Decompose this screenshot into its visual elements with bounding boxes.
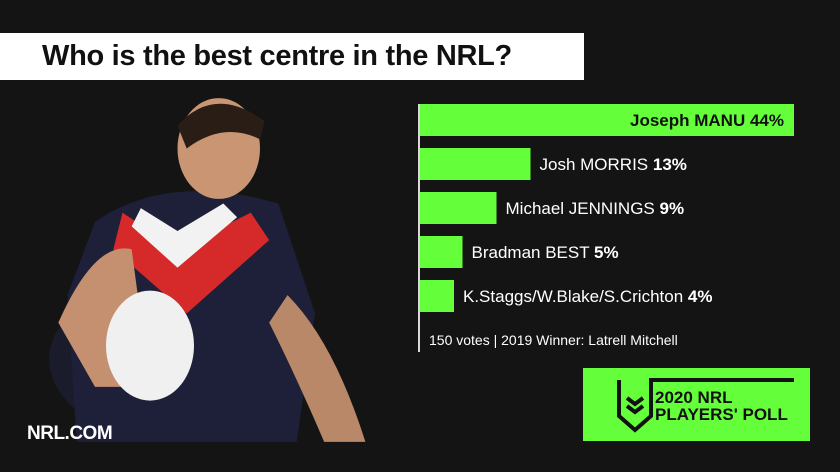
- bar-0: [420, 104, 794, 136]
- value-label: 5%: [594, 243, 619, 262]
- bar-label-2: Michael JENNINGS 9%: [506, 199, 685, 218]
- category-label: Michael JENNINGS: [506, 199, 660, 218]
- players-poll-logo: 2020 NRL PLAYERS' POLL: [583, 368, 810, 441]
- chart-title: Who is the best centre in the NRL?: [42, 40, 512, 72]
- bar-4: [420, 280, 454, 312]
- category-label: Bradman BEST: [472, 243, 595, 262]
- poll-bar-chart: Joseph MANU 44% Josh MORRIS 13% Michael JE…: [418, 104, 794, 352]
- value-label: 13%: [653, 155, 687, 174]
- bar-label-1: Josh MORRIS 13%: [540, 155, 687, 174]
- footnote: 150 votes | 2019 Winner: Latrell Mitchel…: [429, 332, 678, 348]
- title-banner: Who is the best centre in the NRL?: [0, 33, 584, 80]
- player-photo: [49, 98, 366, 442]
- category-label: Joseph MANU: [630, 111, 750, 130]
- bar-label-3: Bradman BEST 5%: [472, 243, 619, 262]
- bar-3: [420, 236, 463, 268]
- bar-label-0: Joseph MANU 44%: [630, 111, 784, 130]
- nrl-shield-icon: [617, 378, 794, 433]
- bar-1: [420, 148, 531, 180]
- value-label: 4%: [688, 287, 713, 306]
- category-label: Josh MORRIS: [540, 155, 653, 174]
- value-label: 44%: [750, 111, 784, 130]
- bar-label-4: K.Staggs/W.Blake/S.Crichton 4%: [463, 287, 712, 306]
- bar-2: [420, 192, 497, 224]
- nrl-com-logo: NRL.COM: [27, 423, 113, 444]
- category-label: K.Staggs/W.Blake/S.Crichton: [463, 287, 688, 306]
- value-label: 9%: [659, 199, 684, 218]
- logo-line-1: 2020 NRL: [655, 388, 733, 407]
- logo-line-2: PLAYERS' POLL: [655, 405, 788, 424]
